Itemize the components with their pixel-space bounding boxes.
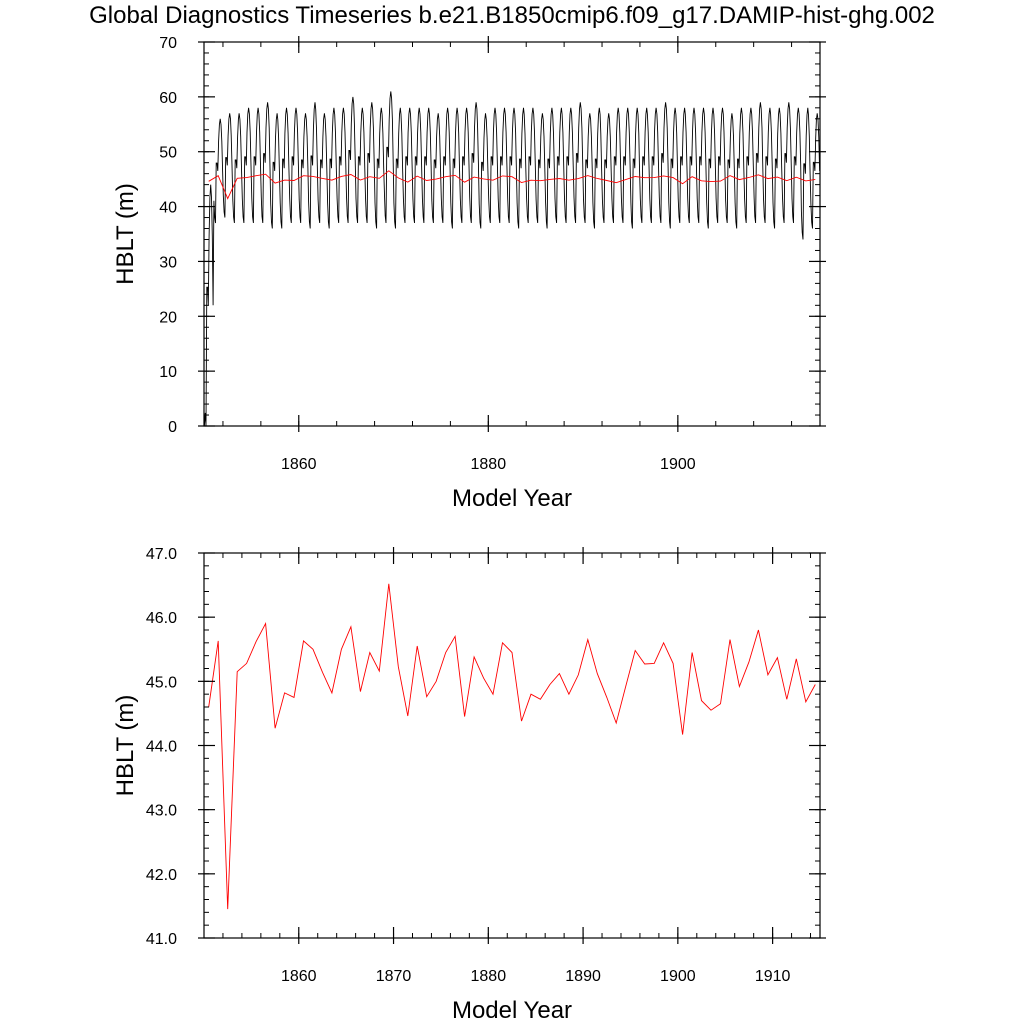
series-line-annual-mean	[208, 583, 816, 910]
y-tick-label: 41.0	[146, 931, 177, 948]
y-axis-title: HBLT (m)	[112, 183, 139, 285]
figure-title: Global Diagnostics Timeseries b.e21.B185…	[89, 2, 935, 29]
y-tick-label: 45.0	[146, 674, 177, 691]
y-tick-label: 44.0	[146, 739, 177, 756]
x-tick-label: 1890	[565, 968, 601, 985]
y-tick-label: 43.0	[146, 803, 177, 820]
y-tick-label: 70	[159, 35, 177, 52]
y-tick-label: 40	[159, 200, 177, 217]
y-tick-label: 50	[159, 145, 177, 162]
x-tick-label: 1880	[471, 456, 507, 473]
series-line-monthly	[203, 91, 821, 427]
y-tick-label: 60	[159, 90, 177, 107]
plot-frame	[203, 552, 821, 939]
y-tick-label: 0	[168, 419, 177, 436]
y-tick-label: 47.0	[146, 546, 177, 563]
x-tick-label: 1860	[281, 968, 317, 985]
x-tick-label: 1900	[660, 456, 696, 473]
y-tick-label: 42.0	[146, 867, 177, 884]
y-tick-label: 30	[159, 254, 177, 271]
x-tick-label: 1910	[755, 968, 791, 985]
x-axis-title: Model Year	[452, 997, 572, 1024]
y-tick-label: 20	[159, 309, 177, 326]
panel-bottom: 41.0 42.0 43.0 44.0 45.0 46.0 47.0 1860 1870 1880…	[112, 546, 826, 1024]
x-tick-label: 1900	[660, 968, 696, 985]
plot-frame	[203, 41, 821, 427]
panel-top: 0 10 20 30 40 50 60 70 1860 1880 1900 Model Year HBL…	[112, 35, 826, 512]
series-line-annual-mean	[208, 170, 816, 200]
x-tick-label: 1880	[471, 968, 507, 985]
y-tick-label: 46.0	[146, 610, 177, 627]
y-axis-title: HBLT (m)	[112, 695, 139, 797]
x-axis-title: Model Year	[452, 485, 572, 512]
y-tick-label: 10	[159, 364, 177, 381]
x-tick-label: 1860	[281, 456, 317, 473]
x-tick-label: 1870	[376, 968, 412, 985]
